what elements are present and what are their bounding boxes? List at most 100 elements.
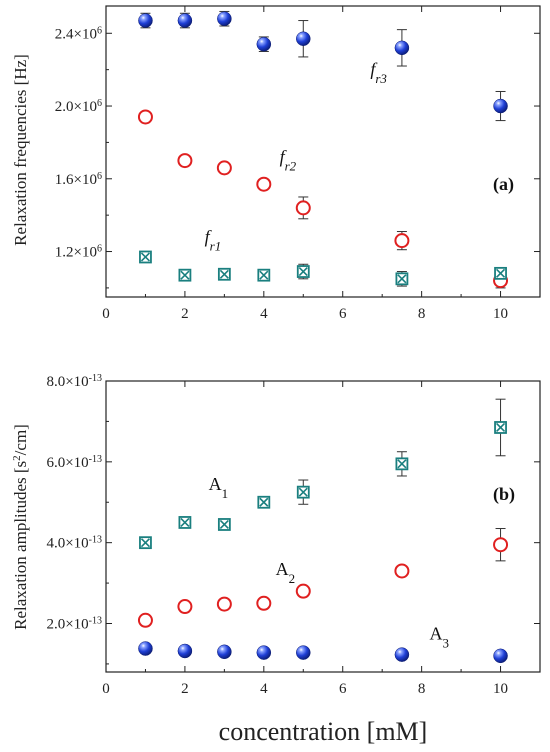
data-point-sphere	[394, 40, 410, 56]
data-point-boxed-x	[494, 421, 507, 434]
data-point-open-circle	[137, 109, 153, 125]
y-tick-label: 2.0×10-13	[46, 615, 102, 633]
marker-cross	[219, 519, 229, 530]
y-tick-label: 2.0×106	[55, 98, 102, 116]
data-point-boxed-x	[296, 485, 310, 499]
y-tick-exp: 6	[97, 25, 102, 36]
data-point-boxed-x	[217, 518, 231, 531]
x-tick-label: 4	[260, 681, 268, 697]
data-point-open-circle	[394, 233, 410, 249]
data-point-open-circle	[295, 583, 311, 599]
data-point-open-circle	[177, 599, 193, 615]
marker-cross	[140, 252, 151, 262]
data-point-boxed-x	[257, 268, 271, 282]
y-axis-title-a: Relaxation frequencies [Hz]	[11, 54, 30, 246]
annotation-sub: 2	[289, 571, 296, 586]
annotation-sub: 1	[222, 486, 229, 501]
data-point-boxed-x	[257, 495, 271, 509]
marker-cross	[259, 497, 269, 507]
annotation-base: f	[370, 59, 378, 79]
y-tick-mantissa: 8.0×10	[46, 374, 88, 390]
data-point-boxed-x	[296, 265, 310, 278]
x-tick-label: 6	[339, 306, 347, 322]
marker-cross	[495, 422, 506, 433]
series-annotation: A2	[276, 559, 296, 586]
data-point-open-circle	[216, 596, 232, 612]
series-annotation: fr1	[205, 226, 222, 253]
data-point-boxed-x	[178, 516, 192, 529]
marker-cross	[397, 459, 407, 469]
annotation-base: A	[209, 474, 222, 494]
y-tick-mantissa: 6.0×10	[46, 455, 88, 471]
data-point-boxed-x	[139, 250, 152, 264]
annotation-sub: 3	[443, 635, 450, 650]
marker-cross	[298, 487, 308, 497]
y-title-sup: 2	[11, 455, 23, 461]
x-tick-label: 4	[260, 306, 268, 322]
annotation-base: A	[276, 559, 289, 579]
y-title-post: /cm]	[11, 424, 30, 455]
y-tick-label: 1.2×106	[55, 243, 102, 261]
x-axis-title: concentration [mM]	[219, 717, 428, 746]
data-point-open-circle	[137, 612, 153, 628]
annotation-base: A	[430, 624, 443, 644]
y-tick-exp: -13	[89, 373, 102, 384]
y-axis-title-b: Relaxation amplitudes [s2/cm]	[11, 424, 30, 630]
series-annotation: fr3	[370, 59, 387, 86]
x-tick-label: 8	[418, 306, 426, 322]
y-tick-exp: -13	[89, 615, 102, 626]
marker-cross	[140, 538, 151, 548]
y-tick-label: 8.0×10-13	[46, 373, 102, 391]
x-tick-label: 2	[181, 306, 189, 322]
data-point-sphere	[256, 645, 272, 660]
marker-cross	[397, 274, 407, 284]
data-point-boxed-x	[395, 272, 409, 286]
y-tick-mantissa: 2.0×10	[55, 99, 97, 115]
annotation-sub: r2	[285, 158, 297, 173]
data-point-open-circle	[256, 176, 272, 192]
data-point-sphere	[177, 13, 193, 28]
data-point-sphere	[217, 11, 232, 26]
panel-a: 0 2 4 6 8 101.2×1061.6×1062.0×1062.4×106fr1fr…	[11, 5, 541, 322]
y-title-pre: Relaxation amplitudes [s	[11, 461, 30, 630]
data-point-sphere	[256, 36, 272, 52]
y-tick-label: 1.6×106	[55, 170, 102, 188]
data-point-boxed-x	[217, 267, 231, 281]
data-point-boxed-x	[178, 268, 192, 282]
annotation-sub: r1	[210, 238, 222, 253]
marker-cross	[180, 270, 190, 280]
data-point-open-circle	[493, 537, 509, 553]
y-tick-exp: 6	[97, 98, 102, 109]
data-point-sphere	[138, 13, 153, 28]
x-tick-label: 2	[181, 681, 189, 697]
panel-a-marks: 0 2 4 6 8 101.2×1061.6×1062.0×1062.4×106fr1fr…	[55, 6, 540, 322]
panel-b: 0 2 4 6 8 102.0×10-134.0×10-136.0×10-138.0×10…	[11, 373, 541, 697]
marker-cross	[495, 268, 506, 278]
data-point-sphere	[177, 643, 193, 659]
annotation-base: f	[280, 146, 288, 166]
annotation-base: f	[205, 226, 213, 246]
panel-label-b: (b)	[493, 484, 515, 505]
data-point-open-circle	[256, 595, 272, 611]
y-tick-exp: 6	[97, 243, 102, 254]
y-tick-mantissa: 2.4×10	[55, 26, 97, 42]
y-tick-mantissa: 1.2×10	[55, 245, 97, 261]
data-point-open-circle	[295, 200, 311, 216]
marker-cross	[259, 270, 269, 280]
panel-b-marks: 0 2 4 6 8 102.0×10-134.0×10-136.0×10-138.0×10…	[46, 373, 540, 697]
series-annotation: A3	[430, 624, 450, 651]
data-point-sphere	[394, 647, 410, 662]
y-tick-exp: 6	[97, 170, 102, 181]
x-tick-label: 6	[339, 681, 347, 697]
data-point-boxed-x	[494, 266, 507, 280]
y-tick-mantissa: 4.0×10	[46, 536, 88, 552]
x-tick-label: 0	[102, 306, 110, 322]
y-tick-label: 4.0×10-13	[46, 534, 102, 552]
y-tick-exp: -13	[89, 534, 102, 545]
marker-cross	[180, 517, 190, 528]
data-point-sphere	[217, 644, 232, 660]
data-point-open-circle	[216, 160, 232, 176]
data-point-sphere	[296, 31, 311, 46]
data-point-sphere	[493, 648, 508, 664]
